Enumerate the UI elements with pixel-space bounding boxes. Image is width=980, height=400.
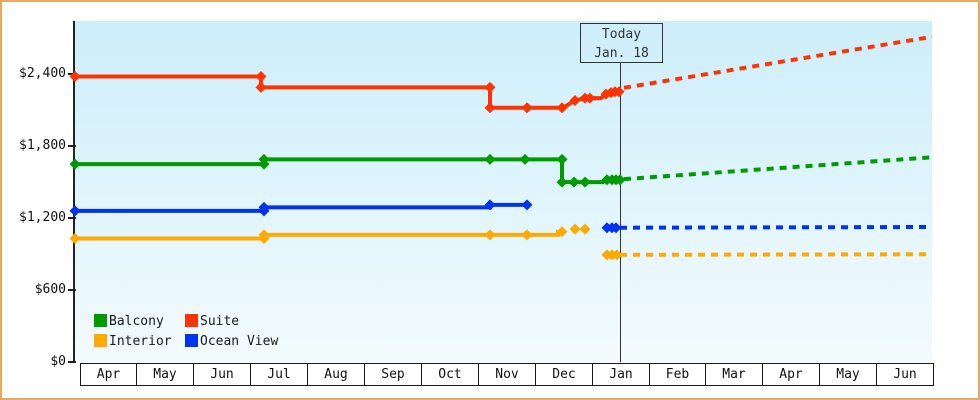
y-tick-label: $1,200 [19, 210, 66, 225]
x-axis-month-cell: Aug [307, 363, 365, 386]
legend-label: Balcony [109, 314, 164, 329]
price-point-marker [614, 174, 626, 186]
price-step-line [75, 202, 527, 213]
today-label: Today [601, 27, 642, 42]
price-point-marker [255, 81, 267, 93]
legend-item-balcony: Balcony [94, 314, 164, 329]
today-date: Jan. 18 [594, 46, 649, 61]
price-point-marker [69, 158, 81, 170]
x-axis-month-cell: Dec [535, 363, 593, 386]
price-series [69, 34, 933, 261]
x-axis-month-cell: May [819, 363, 877, 386]
legend-item-interior: Interior [94, 334, 172, 349]
x-axis-month-cell: Jan [592, 363, 650, 386]
price-point-marker [556, 102, 568, 114]
price-point-marker [613, 86, 625, 98]
price-point-marker [69, 71, 81, 83]
y-tick-label: $0 [50, 354, 66, 369]
x-axis-month-cell: Feb [649, 363, 706, 386]
legend-label: Suite [200, 314, 240, 329]
legend-swatch-icon [94, 334, 107, 347]
today-annotation-box: Today Jan. 18 [580, 23, 663, 63]
price-point-marker [484, 153, 496, 165]
y-tick-label: $2,400 [19, 66, 66, 81]
x-axis-month-cell: Apr [80, 363, 137, 386]
projection-dashed-line [619, 252, 933, 257]
x-axis-month-cell: Jun [876, 363, 934, 386]
price-point-marker [611, 249, 623, 261]
x-axis-month-cell: Mar [705, 363, 763, 386]
x-axis-month-cell: Apr [762, 363, 820, 386]
price-point-marker [568, 176, 580, 188]
series-balcony [69, 153, 933, 188]
price-point-marker [556, 176, 568, 188]
price-point-marker [569, 223, 581, 235]
price-point-marker [258, 201, 270, 213]
x-axis-month-cell: Jun [193, 363, 251, 386]
y-tick-label: $600 [34, 282, 66, 297]
x-axis-month-cell: Oct [421, 363, 479, 386]
series-ocean-view [69, 199, 933, 234]
price-point-marker [521, 229, 533, 241]
price-point-marker [521, 102, 533, 114]
x-axis-month-cell: Jul [250, 363, 308, 386]
projection-dashed-line [623, 34, 933, 90]
legend-swatch-icon [185, 314, 198, 327]
series-interior [69, 223, 933, 261]
price-point-marker [556, 226, 568, 238]
price-point-marker [484, 81, 496, 93]
price-point-marker [255, 71, 267, 83]
price-point-marker [258, 229, 270, 241]
legend-swatch-icon [185, 334, 198, 347]
price-point-marker [610, 222, 622, 234]
x-axis-month-cell: Sep [364, 363, 422, 386]
legend-swatch-icon [94, 314, 107, 327]
plot-background [75, 21, 932, 362]
x-axis-month-cell: May [136, 363, 194, 386]
price-point-marker [579, 223, 591, 235]
x-axis-month-cell: Nov [478, 363, 536, 386]
price-point-marker [519, 153, 531, 165]
price-point-marker [521, 199, 533, 211]
y-tick-label: $1,800 [19, 138, 66, 153]
series-suite [69, 34, 933, 114]
price-point-marker [484, 199, 496, 211]
legend-item-ocean-view: Ocean View [185, 334, 278, 349]
price-point-marker [69, 233, 81, 245]
price-point-marker [484, 102, 496, 114]
legend-label: Ocean View [200, 334, 279, 349]
price-point-marker [584, 92, 596, 104]
price-point-marker [579, 176, 591, 188]
projection-dashed-line [619, 225, 933, 230]
price-point-marker [484, 229, 496, 241]
price-point-marker [556, 153, 568, 165]
legend-item-suite: Suite [185, 314, 239, 329]
price-point-marker [569, 95, 581, 107]
price-point-marker [69, 205, 81, 217]
legend-label: Interior [109, 334, 172, 349]
price-point-marker [258, 153, 270, 165]
